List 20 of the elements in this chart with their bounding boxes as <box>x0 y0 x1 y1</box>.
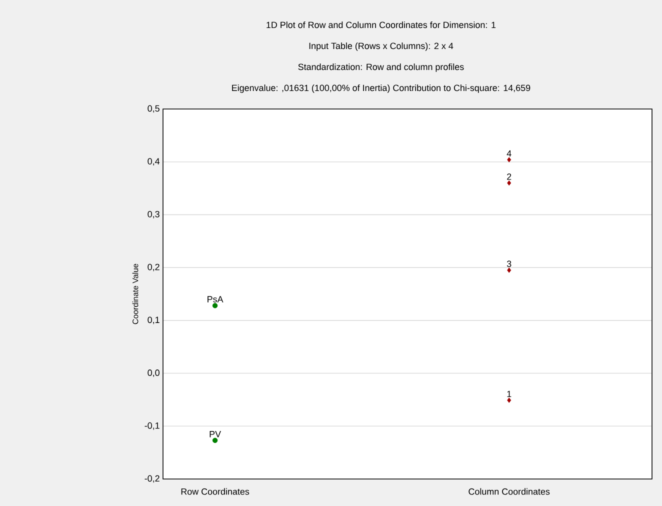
annotation: PV <box>210 431 221 438</box>
y-tick-label: -0,2 <box>144 475 160 483</box>
y-tick-label: 0,5 <box>148 105 160 113</box>
text: Eigenvalue: ,01631 (100,00% of Inertia) Contribution to Chi-square: 14,659 <box>232 84 530 93</box>
y-tick-label: 0,4 <box>148 158 160 166</box>
annotation: 1 <box>507 390 512 398</box>
chart-subtitle: Input Table (Rows x Columns): 2 x 4 <box>309 42 454 51</box>
y-tick-label: 0,0 <box>148 370 160 377</box>
x-tick-label: Column Coordinates <box>468 488 550 495</box>
y-tick-label: 0,1 <box>148 316 160 324</box>
y-tick-label: 0,3 <box>148 210 160 218</box>
x-tick-label: Row Coordinates <box>181 488 250 495</box>
annotation: 2 <box>507 174 512 180</box>
annotation: 3 <box>506 260 512 268</box>
chart-title: 1D Plot of Row and Column Coordinates for Dimension: 1 <box>266 21 496 28</box>
text: Standardization: Row and column profiles <box>298 63 464 72</box>
y-tick-label: 0,2 <box>148 264 160 272</box>
annotation: 4 <box>506 150 512 157</box>
annotation: PsA <box>208 296 224 302</box>
y-tick-label: -0,1 <box>144 422 160 430</box>
